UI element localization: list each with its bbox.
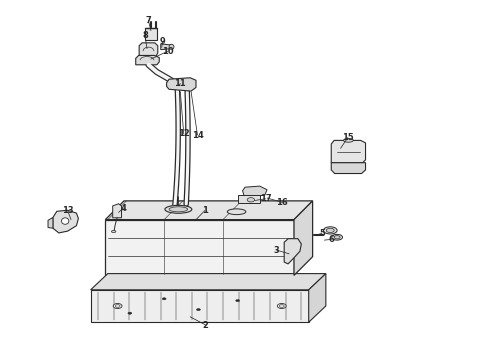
Polygon shape xyxy=(105,201,313,220)
Ellipse shape xyxy=(115,305,120,307)
Polygon shape xyxy=(136,55,159,65)
Ellipse shape xyxy=(165,205,192,213)
Polygon shape xyxy=(331,163,366,174)
Text: 11: 11 xyxy=(174,79,186,88)
Polygon shape xyxy=(105,220,294,275)
Ellipse shape xyxy=(332,234,343,240)
Ellipse shape xyxy=(162,298,166,300)
Ellipse shape xyxy=(334,235,340,239)
Polygon shape xyxy=(294,201,313,275)
Polygon shape xyxy=(53,210,78,233)
Ellipse shape xyxy=(113,303,122,309)
Polygon shape xyxy=(331,140,366,163)
Text: 14: 14 xyxy=(192,130,203,139)
Polygon shape xyxy=(284,239,301,264)
Ellipse shape xyxy=(277,303,286,309)
Text: 8: 8 xyxy=(142,31,148,40)
Polygon shape xyxy=(113,204,122,218)
Ellipse shape xyxy=(323,227,337,234)
Polygon shape xyxy=(161,44,171,50)
Ellipse shape xyxy=(236,300,240,302)
Polygon shape xyxy=(243,186,267,195)
Polygon shape xyxy=(139,43,158,57)
Text: 3: 3 xyxy=(274,246,280,255)
Text: 16: 16 xyxy=(276,198,288,207)
Polygon shape xyxy=(309,274,326,322)
Text: 7: 7 xyxy=(146,16,151,25)
Text: 5: 5 xyxy=(319,229,325,238)
Text: 4: 4 xyxy=(121,204,126,212)
Ellipse shape xyxy=(169,207,188,212)
Text: 1: 1 xyxy=(202,206,208,215)
Ellipse shape xyxy=(227,209,246,215)
Text: 12: 12 xyxy=(178,129,190,138)
Polygon shape xyxy=(48,217,53,228)
Text: 2: 2 xyxy=(203,320,209,330)
Text: 13: 13 xyxy=(62,206,74,215)
Text: 6: 6 xyxy=(328,235,334,244)
Ellipse shape xyxy=(169,44,174,49)
Ellipse shape xyxy=(111,230,116,233)
Polygon shape xyxy=(91,274,326,290)
Ellipse shape xyxy=(196,309,200,311)
Ellipse shape xyxy=(62,218,69,224)
Ellipse shape xyxy=(326,228,334,233)
Polygon shape xyxy=(238,195,260,203)
Text: 15: 15 xyxy=(342,133,354,142)
Text: 10: 10 xyxy=(162,46,174,55)
Polygon shape xyxy=(91,290,309,322)
Ellipse shape xyxy=(247,198,255,202)
Text: 9: 9 xyxy=(160,37,166,46)
Ellipse shape xyxy=(128,312,132,314)
Ellipse shape xyxy=(343,139,353,142)
Text: 17: 17 xyxy=(260,194,271,203)
Polygon shape xyxy=(145,28,157,40)
Ellipse shape xyxy=(279,305,284,307)
Polygon shape xyxy=(167,78,196,91)
